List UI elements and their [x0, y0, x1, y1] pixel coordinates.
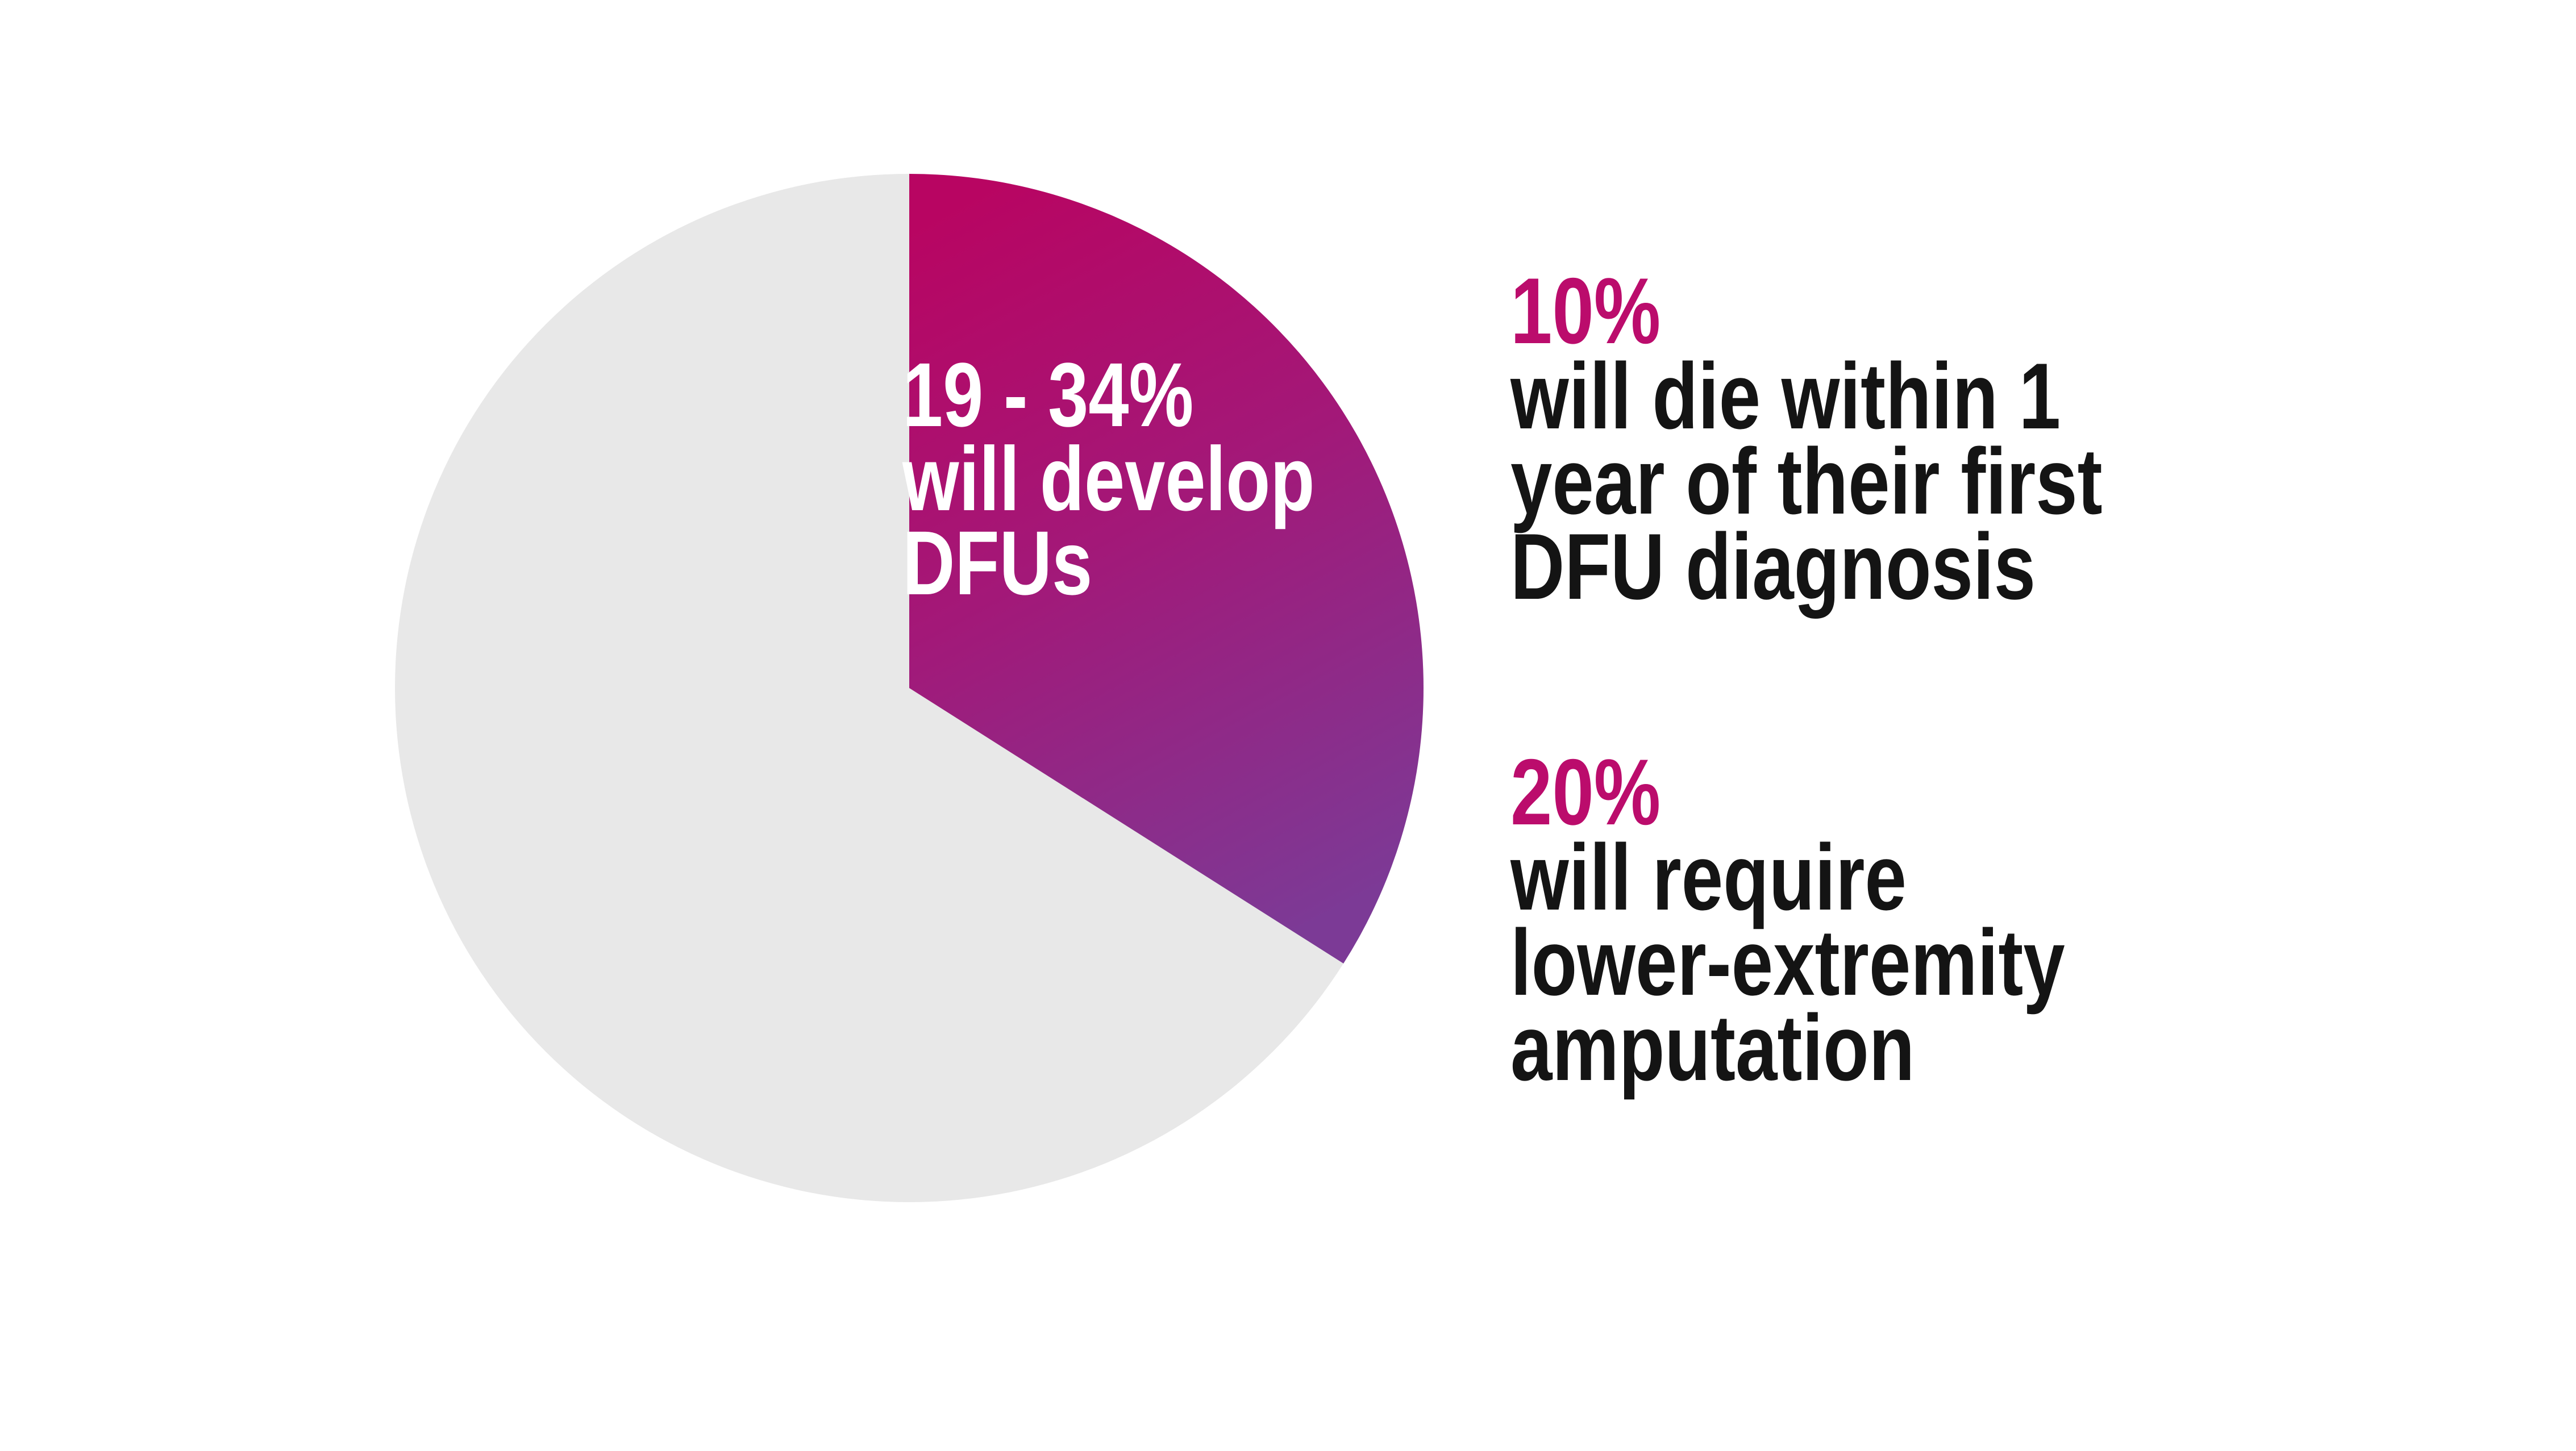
stat-text-line: will require [1510, 825, 1907, 929]
stat-percent-amputation: 20% [1510, 740, 1661, 844]
stat-percent-mortality: 10% [1510, 258, 1661, 363]
pie-chart [395, 174, 1424, 1202]
wedge-label-line-2: will develop [902, 428, 1315, 529]
pie-wedge-slice [909, 174, 1424, 964]
wedge-label: 19 - 34% will develop DFUs [902, 344, 1315, 614]
wedge-label-line-3: DFUs [902, 512, 1093, 614]
stat-block-mortality: 10% will die within 1 year of their firs… [1510, 258, 2103, 619]
stat-block-amputation: 20% will require lower-extremity amputat… [1510, 740, 2065, 1100]
stat-text-line: lower-extremity [1510, 910, 2065, 1015]
stat-text-line: will die within 1 [1510, 344, 2061, 448]
stat-text-line: amputation [1510, 995, 1915, 1100]
stat-text-line: DFU diagnosis [1510, 514, 2036, 619]
stat-text-line: year of their first [1510, 429, 2103, 533]
wedge-label-line-1: 19 - 34% [902, 344, 1194, 445]
